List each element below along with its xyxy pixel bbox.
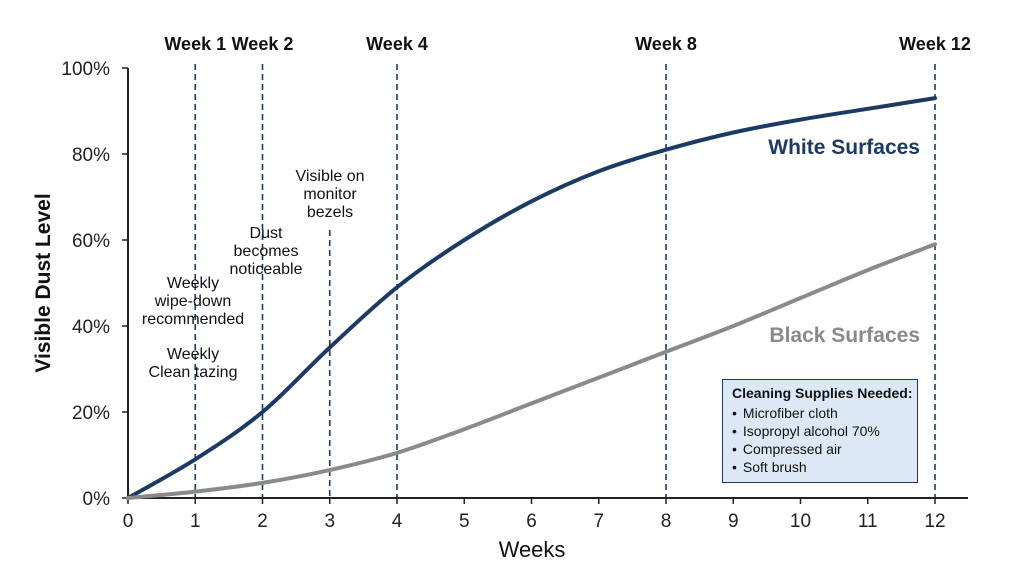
y-tick-label: 100% bbox=[61, 59, 110, 80]
supplies-item: Soft brush bbox=[732, 458, 908, 476]
annotation-line: noticeable bbox=[230, 261, 303, 278]
x-tick-label: 11 bbox=[858, 511, 878, 532]
annotation-line: Visible on bbox=[295, 168, 364, 185]
week-marker-label: Week 1 bbox=[164, 34, 226, 54]
week-marker-label: Week 8 bbox=[635, 34, 697, 54]
week-marker-label: Week 4 bbox=[366, 34, 428, 54]
x-tick-label: 9 bbox=[728, 511, 739, 532]
week-marker-label: Week 2 bbox=[232, 34, 294, 54]
y-ticks: 0% 20% 40% 60% 80% 100% bbox=[61, 59, 128, 510]
y-tick-label: 80% bbox=[72, 145, 110, 166]
x-axis-title: Weeks bbox=[499, 537, 566, 562]
x-tick-label: 6 bbox=[526, 511, 537, 532]
cleaning-supplies-box: Cleaning Supplies Needed: Microfiber clo… bbox=[722, 379, 918, 483]
supplies-list: Microfiber cloth Isopropyl alcohol 70% C… bbox=[732, 404, 908, 476]
y-tick-label: 0% bbox=[83, 489, 111, 510]
week-marker-label: Week 12 bbox=[899, 34, 971, 54]
annotation-line: Weekly bbox=[167, 346, 219, 363]
x-tick-label: 3 bbox=[324, 511, 335, 532]
annotation-visible-on-bezels: Visible on monitor bezels bbox=[295, 168, 364, 221]
series-lines bbox=[126, 96, 937, 500]
week-markers: Week 1 Week 2 Week 4 Week 8 Week 12 bbox=[164, 34, 971, 498]
x-tick-label: 1 bbox=[190, 511, 201, 532]
axes bbox=[127, 68, 968, 499]
annotation-line: becomes bbox=[234, 243, 299, 260]
annotation-line: Dust bbox=[250, 225, 283, 242]
x-tick-label: 0 bbox=[123, 511, 134, 532]
annotation-line: recommended bbox=[142, 311, 244, 328]
annotation-line: bezels bbox=[307, 204, 353, 221]
supplies-item: Isopropyl alcohol 70% bbox=[732, 422, 908, 440]
annotation-line: monitor bbox=[303, 186, 357, 203]
x-tick-label: 12 bbox=[924, 511, 945, 532]
supplies-item: Compressed air bbox=[732, 440, 908, 458]
x-tick-label: 10 bbox=[790, 511, 811, 532]
series-label-white-surfaces: White Surfaces bbox=[768, 136, 920, 159]
series-line-black-surfaces bbox=[126, 242, 937, 500]
y-tick-label: 40% bbox=[72, 317, 110, 338]
y-tick-label: 60% bbox=[72, 231, 110, 252]
x-ticks: 0 1 2 3 4 5 6 7 8 9 10 11 12 bbox=[123, 498, 946, 532]
x-tick-label: 5 bbox=[459, 511, 470, 532]
y-axis-title: Visible Dust Level bbox=[32, 193, 55, 372]
annotation-line: Weekly bbox=[167, 275, 219, 292]
series-line-white-surfaces bbox=[126, 96, 937, 500]
x-tick-label: 8 bbox=[661, 511, 672, 532]
annotation-weekly-wipe-down: Weekly wipe-down recommended bbox=[142, 275, 244, 328]
annotation-weekly-clean-tazing: Weekly Clean tazing bbox=[149, 346, 238, 381]
annotation-dust-noticeable: Dust becomes noticeable bbox=[230, 225, 303, 278]
annotation-line: Clean tazing bbox=[149, 364, 238, 381]
x-tick-label: 2 bbox=[257, 511, 268, 532]
supplies-title: Cleaning Supplies Needed: bbox=[732, 385, 913, 401]
annotation-line: wipe-down bbox=[154, 293, 231, 310]
x-tick-label: 7 bbox=[593, 511, 604, 532]
x-tick-label: 4 bbox=[392, 511, 403, 532]
y-tick-label: 20% bbox=[72, 403, 110, 424]
supplies-item: Microfiber cloth bbox=[732, 404, 908, 422]
series-label-black-surfaces: Black Surfaces bbox=[769, 324, 920, 347]
